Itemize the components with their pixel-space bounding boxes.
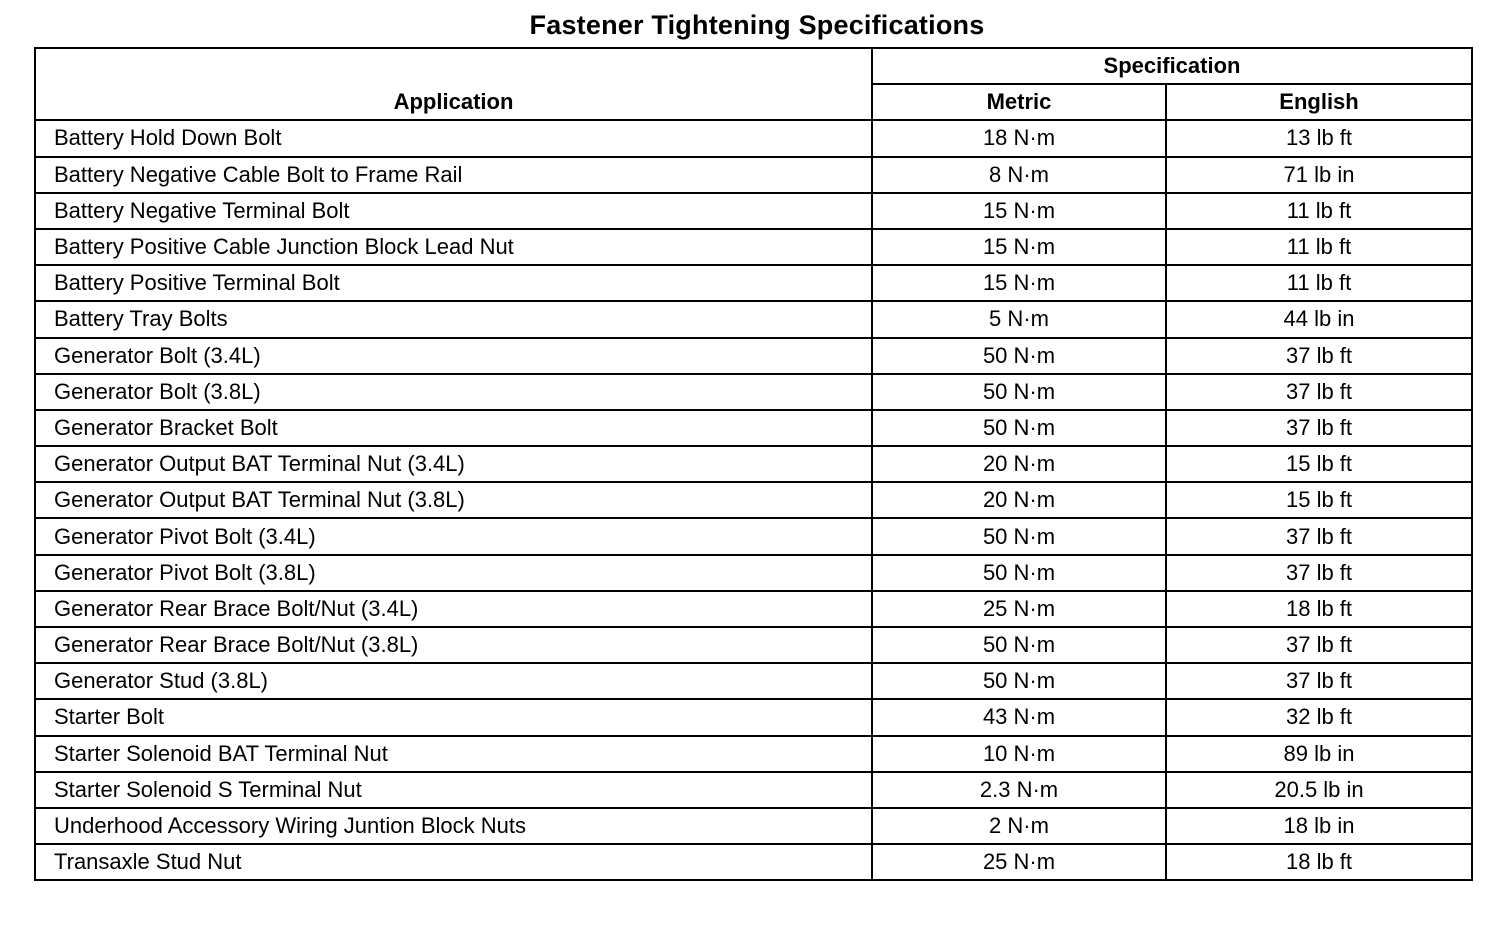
table-row: Transaxle Stud Nut 25 N·m 18 lb ft xyxy=(34,843,1474,882)
metric-cell: 15 N·m xyxy=(871,264,1167,303)
application-cell: Starter Solenoid S Terminal Nut xyxy=(34,770,873,809)
metric-cell: 43 N·m xyxy=(871,698,1167,737)
header-application: Application xyxy=(34,46,873,122)
table-row: Battery Positive Cable Junction Block Le… xyxy=(34,227,1474,267)
application-cell: Transaxle Stud Nut xyxy=(34,843,873,882)
english-cell: 13 lb ft xyxy=(1164,119,1474,158)
table-row: Generator Output BAT Terminal Nut (3.8L)… xyxy=(34,481,1474,520)
english-cell: 44 lb in xyxy=(1164,300,1474,339)
table-row: Generator Pivot Bolt (3.4L) 50 N·m 37 lb f… xyxy=(34,517,1474,556)
english-cell: 37 lb ft xyxy=(1164,625,1474,665)
table-row: Generator Bracket Bolt 50 N·m 37 lb ft xyxy=(34,408,1474,448)
table-row: Battery Positive Terminal Bolt 15 N·m 11 l… xyxy=(34,264,1474,303)
metric-cell: 15 N·m xyxy=(871,191,1167,230)
application-cell: Battery Hold Down Bolt xyxy=(34,119,873,158)
application-cell: Battery Positive Cable Junction Block Le… xyxy=(34,227,873,267)
application-cell: Battery Negative Cable Bolt to Frame Rai… xyxy=(34,155,873,194)
english-cell: 18 lb in xyxy=(1164,806,1474,846)
table-row: Generator Stud (3.8L) 50 N·m 37 lb ft xyxy=(34,662,1474,701)
application-cell: Battery Negative Terminal Bolt xyxy=(34,191,873,230)
application-cell: Generator Bracket Bolt xyxy=(34,408,873,448)
metric-cell: 50 N·m xyxy=(871,372,1167,411)
english-cell: 37 lb ft xyxy=(1164,336,1474,375)
application-cell: Starter Bolt xyxy=(34,698,873,737)
metric-cell: 50 N·m xyxy=(871,517,1167,556)
table-row: Underhood Accessory Wiring Juntion Block… xyxy=(34,806,1474,846)
table-row: Generator Rear Brace Bolt/Nut (3.4L) 25 N… xyxy=(34,589,1474,629)
english-cell: 32 lb ft xyxy=(1164,698,1474,737)
application-cell: Battery Tray Bolts xyxy=(34,300,873,339)
english-cell: 37 lb ft xyxy=(1164,372,1474,411)
table-row: Generator Rear Brace Bolt/Nut (3.8L) 50 N… xyxy=(34,625,1474,665)
header-specification: Specification xyxy=(870,46,1474,86)
application-cell: Generator Output BAT Terminal Nut (3.8L) xyxy=(34,481,873,520)
table-row: Battery Negative Cable Bolt to Frame Rai… xyxy=(34,155,1474,194)
english-cell: 89 lb in xyxy=(1164,734,1474,773)
table-row: Starter Solenoid S Terminal Nut 2.3 N·m 20… xyxy=(34,770,1474,809)
english-cell: 18 lb ft xyxy=(1164,843,1474,882)
english-cell: 11 lb ft xyxy=(1164,264,1474,303)
table-row: Generator Output BAT Terminal Nut (3.4L)… xyxy=(34,445,1474,484)
application-cell: Generator Pivot Bolt (3.4L) xyxy=(34,517,873,556)
english-cell: 37 lb ft xyxy=(1164,662,1474,701)
application-cell: Generator Bolt (3.8L) xyxy=(34,372,873,411)
metric-cell: 20 N·m xyxy=(871,481,1167,520)
english-cell: 37 lb ft xyxy=(1164,517,1474,556)
table-row: Battery Tray Bolts 5 N·m 44 lb in xyxy=(34,300,1474,339)
page-title: Fastener Tightening Specifications xyxy=(529,10,985,40)
application-cell: Generator Output BAT Terminal Nut (3.4L) xyxy=(34,445,873,484)
english-cell: 18 lb ft xyxy=(1164,589,1474,629)
metric-cell: 2.3 N·m xyxy=(871,770,1167,809)
application-cell: Generator Rear Brace Bolt/Nut (3.8L) xyxy=(34,625,873,665)
metric-cell: 25 N·m xyxy=(871,589,1167,629)
english-cell: 20.5 lb in xyxy=(1164,770,1474,809)
application-cell: Underhood Accessory Wiring Juntion Block… xyxy=(34,806,873,846)
metric-cell: 50 N·m xyxy=(871,625,1167,665)
table-row: Generator Bolt (3.8L) 50 N·m 37 lb ft xyxy=(34,372,1474,411)
header-english: English xyxy=(1164,83,1474,122)
metric-cell: 50 N·m xyxy=(871,553,1167,592)
english-cell: 15 lb ft xyxy=(1164,481,1474,520)
application-cell: Battery Positive Terminal Bolt xyxy=(34,264,873,303)
table-row: Starter Bolt 43 N·m 32 lb ft xyxy=(34,698,1474,737)
metric-cell: 50 N·m xyxy=(871,408,1167,448)
table-row: Generator Pivot Bolt (3.8L) 50 N·m 37 lb f… xyxy=(34,553,1474,592)
table-row: Starter Solenoid BAT Terminal Nut 10 N·m 8… xyxy=(34,734,1474,773)
english-cell: 11 lb ft xyxy=(1164,227,1474,267)
metric-cell: 10 N·m xyxy=(871,734,1167,773)
metric-cell: 15 N·m xyxy=(871,227,1167,267)
application-cell: Generator Stud (3.8L) xyxy=(34,662,873,701)
application-cell: Generator Rear Brace Bolt/Nut (3.4L) xyxy=(34,589,873,629)
table-row: Battery Hold Down Bolt 18 N·m 13 lb ft xyxy=(34,119,1474,158)
metric-cell: 25 N·m xyxy=(871,843,1167,882)
table-row: Battery Negative Terminal Bolt 15 N·m 11 l… xyxy=(34,191,1474,230)
header-metric: Metric xyxy=(871,83,1167,122)
english-cell: 37 lb ft xyxy=(1164,553,1474,592)
metric-cell: 2 N·m xyxy=(871,806,1167,846)
metric-cell: 5 N·m xyxy=(871,300,1167,339)
application-cell: Generator Bolt (3.4L) xyxy=(34,336,873,375)
metric-cell: 50 N·m xyxy=(871,662,1167,701)
english-cell: 15 lb ft xyxy=(1164,445,1474,484)
english-cell: 37 lb ft xyxy=(1164,408,1474,448)
english-cell: 11 lb ft xyxy=(1164,191,1474,230)
metric-cell: 20 N·m xyxy=(871,445,1167,484)
english-cell: 71 lb in xyxy=(1164,155,1474,194)
application-cell: Generator Pivot Bolt (3.8L) xyxy=(34,553,873,592)
table-row: Generator Bolt (3.4L) 50 N·m 37 lb ft xyxy=(34,336,1474,375)
application-cell: Starter Solenoid BAT Terminal Nut xyxy=(34,734,873,773)
fastener-spec-table: Application Specification Metric English… xyxy=(34,46,1474,882)
metric-cell: 18 N·m xyxy=(871,119,1167,158)
metric-cell: 50 N·m xyxy=(871,336,1167,375)
metric-cell: 8 N·m xyxy=(871,155,1167,194)
